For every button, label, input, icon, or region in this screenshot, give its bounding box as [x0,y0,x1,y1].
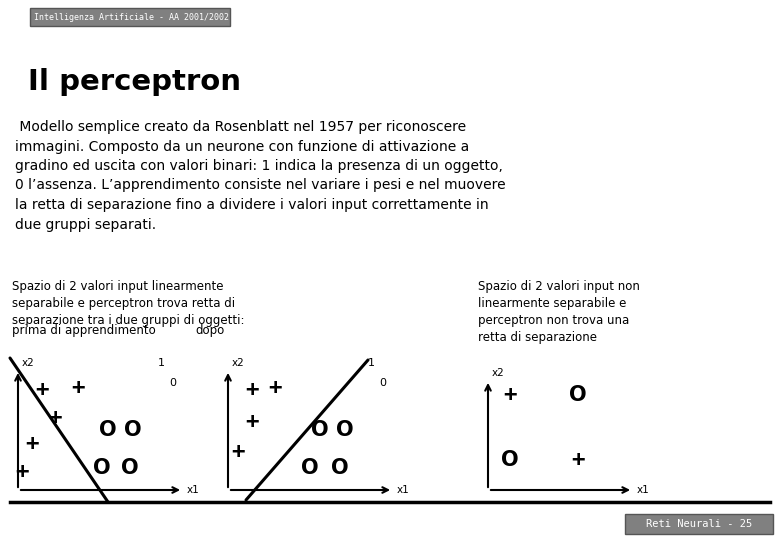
Text: 1: 1 [367,358,374,368]
Text: x2: x2 [22,358,35,368]
Bar [30,8,230,26]
Text: Reti Neurali - 25: Reti Neurali - 25 [646,519,752,529]
Text: +: + [48,408,62,428]
Text: Modello semplice creato da Rosenblatt nel 1957 per riconoscere
immagini. Compost: Modello semplice creato da Rosenblatt ne… [15,120,505,232]
Text: +: + [232,442,245,462]
Text: O: O [124,420,142,440]
Text: +: + [571,450,585,470]
Text: 0: 0 [169,378,176,388]
Text: O: O [311,420,329,440]
Text: O: O [301,458,319,478]
Text: +: + [25,434,39,454]
Text: prima di apprendimento: prima di apprendimento [12,324,156,337]
Text: +: + [503,385,516,405]
Text: 1: 1 [158,358,165,368]
Text: x2: x2 [232,358,245,368]
Text: +: + [268,378,282,398]
Text: 0: 0 [380,378,387,388]
Text: x1: x1 [397,485,410,495]
Text: O: O [336,420,354,440]
Text: O: O [502,450,519,470]
Text: +: + [246,380,259,400]
Text: Spazio di 2 valori input linearmente
separabile e perceptron trova retta di
sepa: Spazio di 2 valori input linearmente sep… [12,280,244,327]
Text: O: O [99,420,117,440]
Text: O: O [569,385,587,405]
Text: O: O [121,458,139,478]
Text: x1: x1 [187,485,200,495]
Text: x2: x2 [492,368,505,378]
Text: +: + [16,462,29,482]
Text: Il perceptron: Il perceptron [28,68,241,96]
Text: +: + [246,412,259,432]
Text: O: O [93,458,111,478]
Text: +: + [35,380,48,400]
Text: Spazio di 2 valori input non
linearmente separabile e
perceptron non trova una
r: Spazio di 2 valori input non linearmente… [478,280,640,344]
Text: O: O [332,458,349,478]
Text: x1: x1 [637,485,650,495]
Text: Intelligenza Artificiale - AA 2001/2002: Intelligenza Artificiale - AA 2001/2002 [34,12,229,22]
Text: +: + [71,378,85,398]
Text: dopo: dopo [195,324,225,337]
Bar [625,514,773,534]
